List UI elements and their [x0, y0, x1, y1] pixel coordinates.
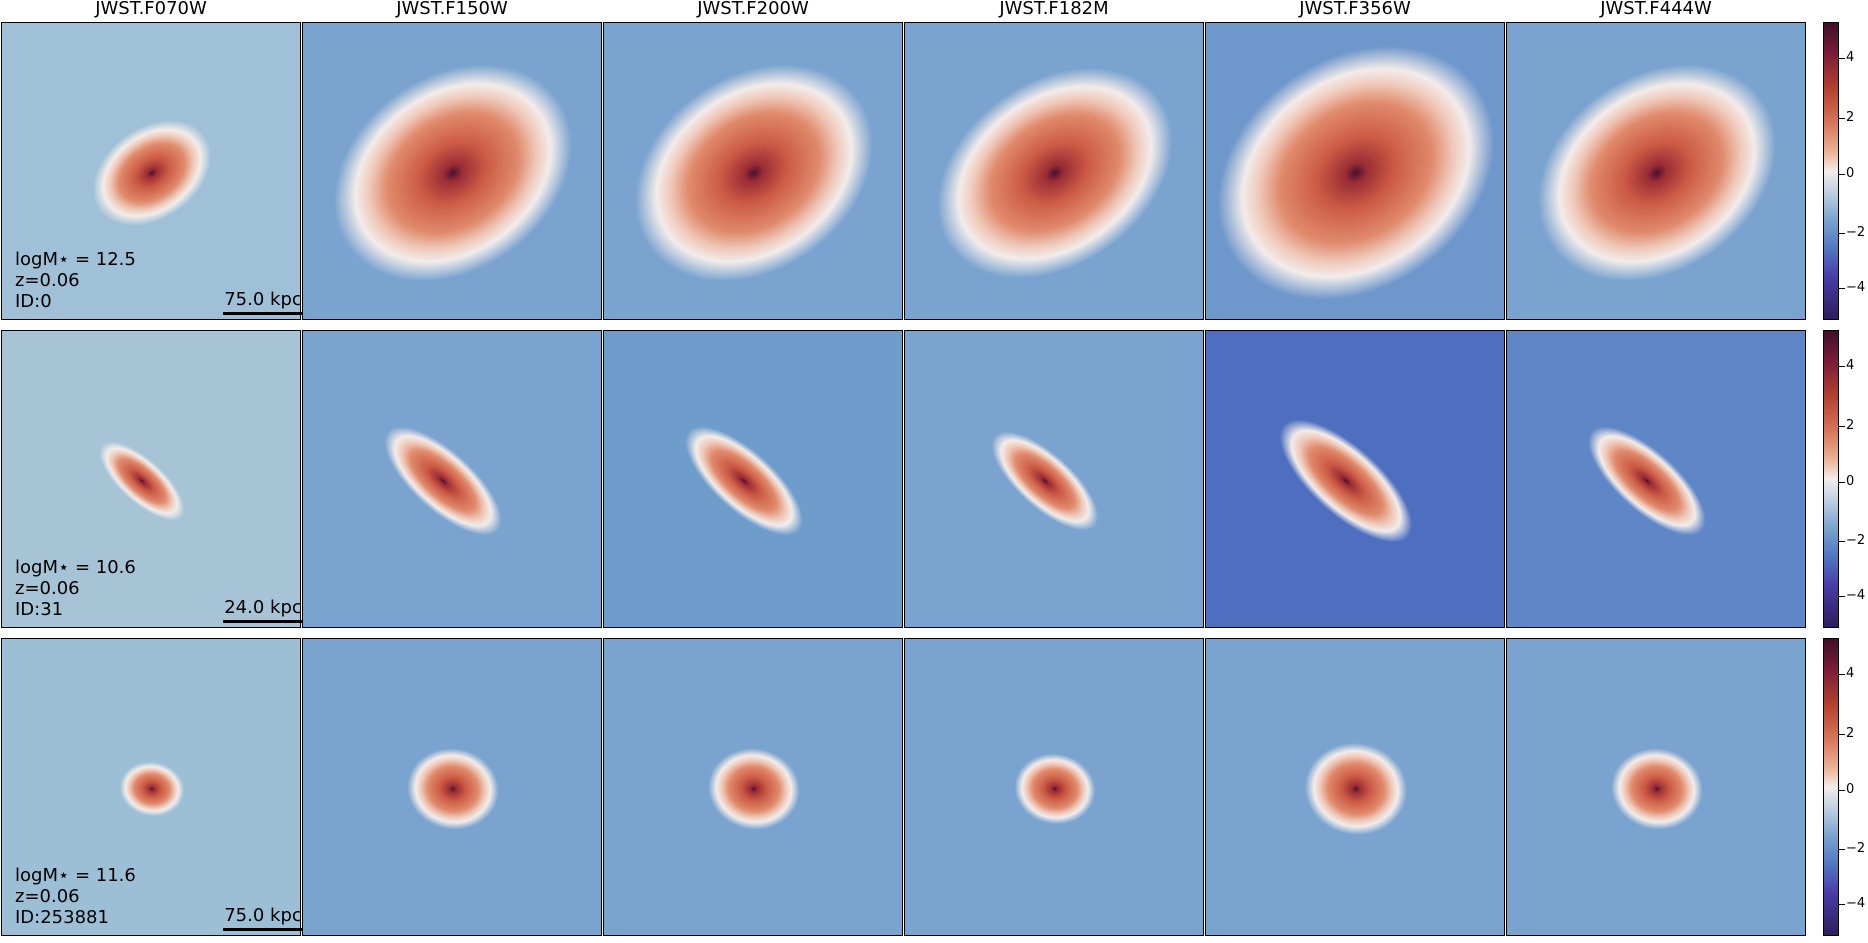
- galaxy-image: [604, 331, 902, 627]
- band-title-3: JWST.F200W: [697, 0, 809, 19]
- galaxy-image-panel: [302, 330, 602, 628]
- redshift-label: z=0.06: [15, 270, 80, 291]
- galaxy-image: [1507, 331, 1805, 627]
- colorbar-tick-label: 4: [1846, 358, 1855, 373]
- scale-bar-line: [223, 312, 303, 315]
- colorbar-tick: [1839, 596, 1845, 597]
- band-title-1: JWST.F070W: [95, 0, 207, 19]
- scale-bar-label: 24.0 kpc: [224, 597, 302, 618]
- galaxy-image-panel: [904, 638, 1204, 936]
- colorbar-tick-label: −4: [1846, 588, 1866, 603]
- colorbar-tick-label: 0: [1846, 474, 1855, 489]
- galaxy-image-panel: [1205, 22, 1505, 320]
- galaxy-image-panel: [302, 22, 602, 320]
- galaxy-image-panel: [1, 330, 301, 628]
- galaxy-image: [1206, 331, 1504, 627]
- colorbar-tick-label: 0: [1846, 782, 1855, 797]
- galaxy-image: [905, 23, 1203, 319]
- scale-bar-line: [223, 620, 303, 623]
- galaxy-image: [303, 23, 601, 319]
- galaxy-image-panel: [1205, 638, 1505, 936]
- galaxy-image: [604, 639, 902, 935]
- scale-bar: 75.0 kpc: [223, 289, 303, 315]
- colorbar-tick: [1839, 849, 1845, 850]
- galaxy-image-panel: [904, 330, 1204, 628]
- colorbar-tick: [1839, 674, 1845, 675]
- galaxy-row-3: logM⋆ = 11.6 z=0.06 ID:253881 75.0 kpc: [1, 638, 1806, 936]
- galaxy-image: [905, 331, 1203, 627]
- colorbar-tick-label: 0: [1846, 166, 1855, 181]
- colorbar-tick-label: 4: [1846, 50, 1855, 65]
- galaxy-image: [604, 23, 902, 319]
- galaxy-image: [1507, 639, 1805, 935]
- colorbar-tick-label: 2: [1846, 110, 1855, 125]
- colorbar-tick: [1839, 174, 1845, 175]
- colorbar-tick-label: −2: [1846, 841, 1866, 856]
- stellar-mass-label: logM⋆ = 10.6: [15, 557, 136, 578]
- band-title-4: JWST.F182M: [999, 0, 1109, 19]
- stellar-mass-label: logM⋆ = 11.6: [15, 865, 136, 886]
- galaxy-image-panel: [1506, 638, 1806, 936]
- galaxy-row-1: logM⋆ = 12.5 z=0.06 ID:0 75.0 kpc: [1, 22, 1806, 320]
- colorbar-3: [1823, 638, 1839, 936]
- colorbar-tick: [1839, 366, 1845, 367]
- colorbar-tick: [1839, 233, 1845, 234]
- band-title-5: JWST.F356W: [1299, 0, 1411, 19]
- colorbar-tick: [1839, 482, 1845, 483]
- galaxy-image: [1206, 639, 1504, 935]
- galaxy-image-panel: [603, 330, 903, 628]
- galaxy-id-label: ID:31: [15, 599, 64, 620]
- band-title-2: JWST.F150W: [396, 0, 508, 19]
- scale-bar: 75.0 kpc: [223, 905, 303, 931]
- colorbar-tick: [1839, 118, 1845, 119]
- galaxy-image-panel: [1506, 22, 1806, 320]
- galaxy-annotation: logM⋆ = 11.6 z=0.06 ID:253881: [15, 865, 136, 928]
- colorbar-tick: [1839, 426, 1845, 427]
- scale-bar: 24.0 kpc: [223, 597, 303, 623]
- galaxy-image: [2, 639, 300, 935]
- galaxy-image-panel: [603, 22, 903, 320]
- galaxy-image-panel: [1, 638, 301, 936]
- scale-bar-line: [223, 928, 303, 931]
- colorbar-tick-label: −4: [1846, 280, 1866, 295]
- colorbar-tick-label: 2: [1846, 418, 1855, 433]
- galaxy-row-2: logM⋆ = 10.6 z=0.06 ID:31 24.0 kpc: [1, 330, 1806, 628]
- colorbar-tick: [1839, 734, 1845, 735]
- colorbar-tick: [1839, 58, 1845, 59]
- colorbar-tick-label: −4: [1846, 896, 1866, 911]
- galaxy-annotation: logM⋆ = 10.6 z=0.06 ID:31: [15, 557, 136, 620]
- galaxy-image: [1206, 23, 1504, 319]
- colorbar-tick-label: 2: [1846, 726, 1855, 741]
- galaxy-annotation: logM⋆ = 12.5 z=0.06 ID:0: [15, 249, 136, 312]
- galaxy-image: [1507, 23, 1805, 319]
- scale-bar-label: 75.0 kpc: [224, 289, 302, 310]
- redshift-label: z=0.06: [15, 886, 80, 907]
- galaxy-image-panel: [1205, 330, 1505, 628]
- galaxy-image-panel: [302, 638, 602, 936]
- scale-bar-label: 75.0 kpc: [224, 905, 302, 926]
- galaxy-image: [303, 331, 601, 627]
- galaxy-id-label: ID:0: [15, 291, 52, 312]
- colorbar-tick: [1839, 904, 1845, 905]
- galaxy-image-panel: [1, 22, 301, 320]
- colorbar-1: [1823, 22, 1839, 320]
- galaxy-image: [905, 639, 1203, 935]
- colorbar-2: [1823, 330, 1839, 628]
- stellar-mass-label: logM⋆ = 12.5: [15, 249, 136, 270]
- galaxy-image-panel: [603, 638, 903, 936]
- band-title-6: JWST.F444W: [1600, 0, 1712, 19]
- colorbar-tick-label: −2: [1846, 533, 1866, 548]
- galaxy-image-panel: [1506, 330, 1806, 628]
- galaxy-image-panel: [904, 22, 1204, 320]
- galaxy-image: [303, 639, 601, 935]
- redshift-label: z=0.06: [15, 578, 80, 599]
- colorbar-tick: [1839, 288, 1845, 289]
- colorbar-tick-label: 4: [1846, 666, 1855, 681]
- colorbar-tick: [1839, 541, 1845, 542]
- colorbar-tick: [1839, 790, 1845, 791]
- galaxy-image: [2, 23, 300, 319]
- galaxy-image: [2, 331, 300, 627]
- galaxy-id-label: ID:253881: [15, 907, 109, 928]
- colorbar-tick-label: −2: [1846, 225, 1866, 240]
